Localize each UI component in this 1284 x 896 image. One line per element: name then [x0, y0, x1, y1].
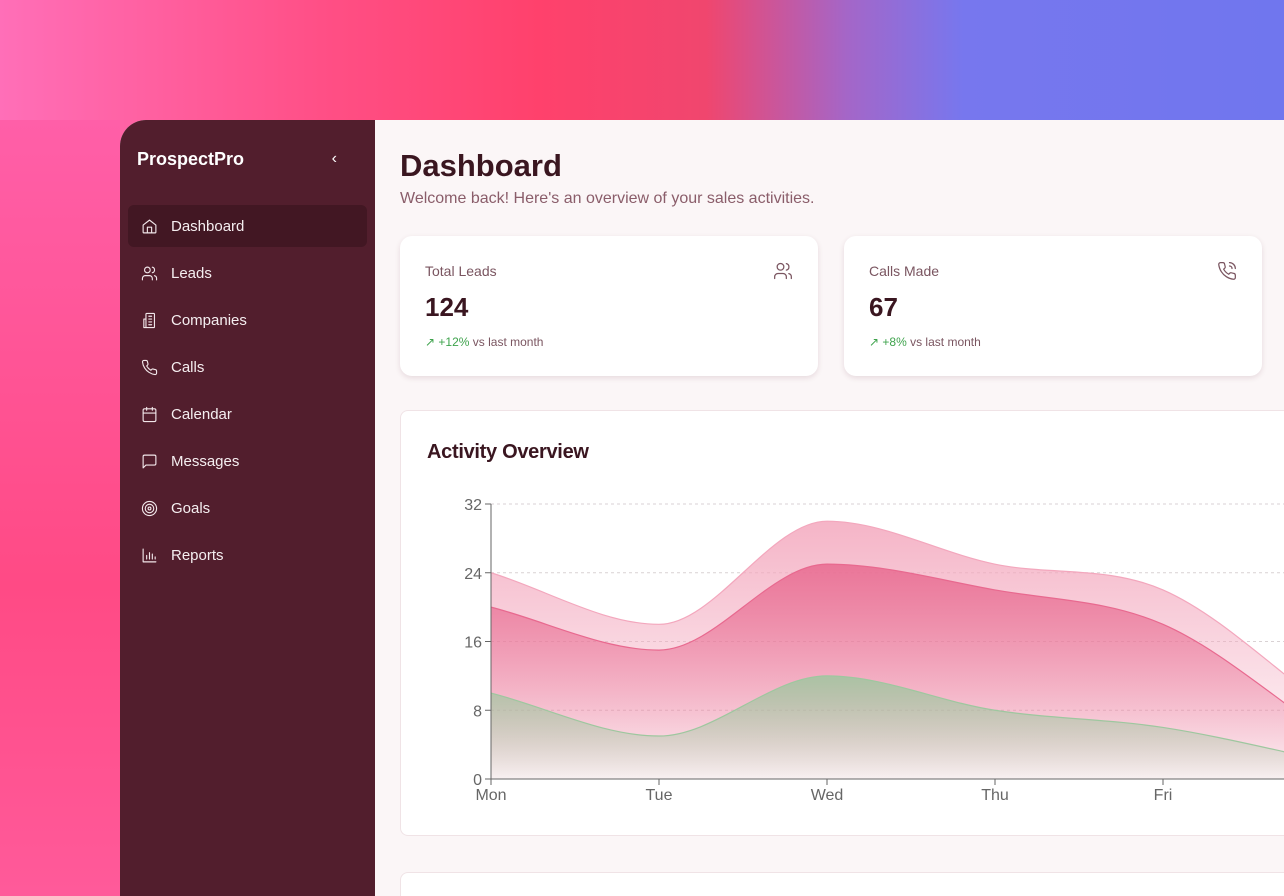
sidebar-item-messages[interactable]: Messages — [128, 440, 367, 482]
x-tick-label: Mon — [475, 787, 506, 804]
x-tick-label: Fri — [1154, 787, 1173, 804]
y-tick-label: 32 — [464, 497, 482, 514]
sidebar-item-reports[interactable]: Reports — [128, 534, 367, 576]
sidebar-item-label: Messages — [171, 452, 240, 470]
app-window: ProspectPro ‹ Dashboard Leads Companies … — [120, 120, 1284, 896]
stat-label: Calls Made — [869, 263, 940, 279]
sidebar-item-label: Dashboard — [171, 217, 245, 235]
stat-change-suffix: vs last month — [906, 335, 981, 349]
sidebar-item-leads[interactable]: Leads — [128, 252, 367, 294]
page-title: Dashboard — [400, 148, 562, 183]
x-tick-label: Thu — [981, 787, 1009, 804]
line-series-2 — [490, 675, 1284, 753]
y-tick-label: 8 — [473, 703, 482, 720]
home-icon — [142, 219, 157, 233]
bar-chart-icon — [142, 548, 157, 562]
y-tick-label: 16 — [464, 635, 482, 652]
activity-chart: 0 8 16 24 32 Mon Tue Wed Thu Fri — [464, 497, 1284, 804]
arrow-up-right-icon: ↗ — [425, 335, 436, 349]
line-series-1 — [490, 563, 1284, 704]
page-subtitle: Welcome back! Here's an overview of your… — [400, 190, 815, 207]
sidebar-item-label: Reports — [171, 546, 224, 564]
stats-row: Total Leads 124 ↗ +12% vs last month Cal… — [400, 236, 1262, 376]
y-tick-label: 0 — [473, 772, 482, 789]
stat-card-total-leads: Total Leads 124 ↗ +12% vs last month — [400, 236, 818, 376]
sidebar-item-calendar[interactable]: Calendar — [128, 393, 367, 435]
users-icon — [774, 262, 792, 280]
stat-trend: ↗ +8% vs last month — [869, 335, 1237, 349]
brand-name: ProspectPro — [137, 148, 245, 169]
arrow-up-right-icon: ↗ — [869, 335, 880, 349]
area-series-2 — [491, 675, 1284, 779]
stat-label: Total Leads — [425, 263, 497, 279]
stat-change: +8% — [882, 335, 907, 349]
sidebar-item-companies[interactable]: Companies — [128, 299, 367, 341]
sidebar-item-label: Companies — [171, 311, 247, 329]
stat-value: 124 — [425, 292, 469, 322]
y-tick-label: 24 — [464, 566, 482, 583]
sidebar-item-dashboard[interactable]: Dashboard — [128, 205, 367, 247]
sidebar-nav: Dashboard Leads Companies Calls Calendar… — [128, 205, 367, 576]
x-tick-label: Tue — [646, 787, 673, 804]
calendar-icon — [142, 406, 157, 422]
main-content: Dashboard Welcome back! Here's an overvi… — [375, 120, 1284, 896]
sidebar: ProspectPro ‹ Dashboard Leads Companies … — [120, 120, 375, 896]
chevron-left-icon[interactable]: ‹ — [331, 150, 337, 167]
users-icon — [141, 266, 158, 280]
brand: ProspectPro ‹ — [128, 120, 367, 198]
sidebar-item-label: Leads — [171, 264, 212, 282]
message-icon — [142, 454, 157, 468]
activity-overview-card: 0 8 16 24 32 Mon Tue Wed Thu Fri Activity Overvie… — [400, 410, 1284, 836]
building-icon — [143, 312, 156, 328]
x-tick-label: Wed — [811, 787, 844, 804]
chart-title: Activity Overview — [427, 441, 589, 463]
stat-card-calls-made: Calls Made 67 ↗ +8% vs last month — [844, 236, 1262, 376]
sidebar-item-label: Calendar — [171, 405, 232, 423]
stat-value: 67 — [869, 292, 898, 322]
sidebar-item-label: Goals — [171, 499, 211, 517]
sidebar-item-calls[interactable]: Calls — [128, 346, 367, 388]
stat-change-suffix: vs last month — [469, 335, 544, 349]
phone-call-icon — [1218, 262, 1236, 280]
background — [0, 120, 120, 896]
phone-icon — [141, 359, 158, 375]
target-icon — [141, 500, 158, 516]
secondary-card — [400, 872, 1284, 896]
sidebar-item-goals[interactable]: Goals — [128, 487, 367, 529]
stat-trend: ↗ +12% vs last month — [425, 335, 793, 349]
sidebar-item-label: Calls — [171, 358, 205, 376]
stat-change: +12% — [438, 335, 470, 349]
line-series-0 — [490, 520, 1284, 675]
